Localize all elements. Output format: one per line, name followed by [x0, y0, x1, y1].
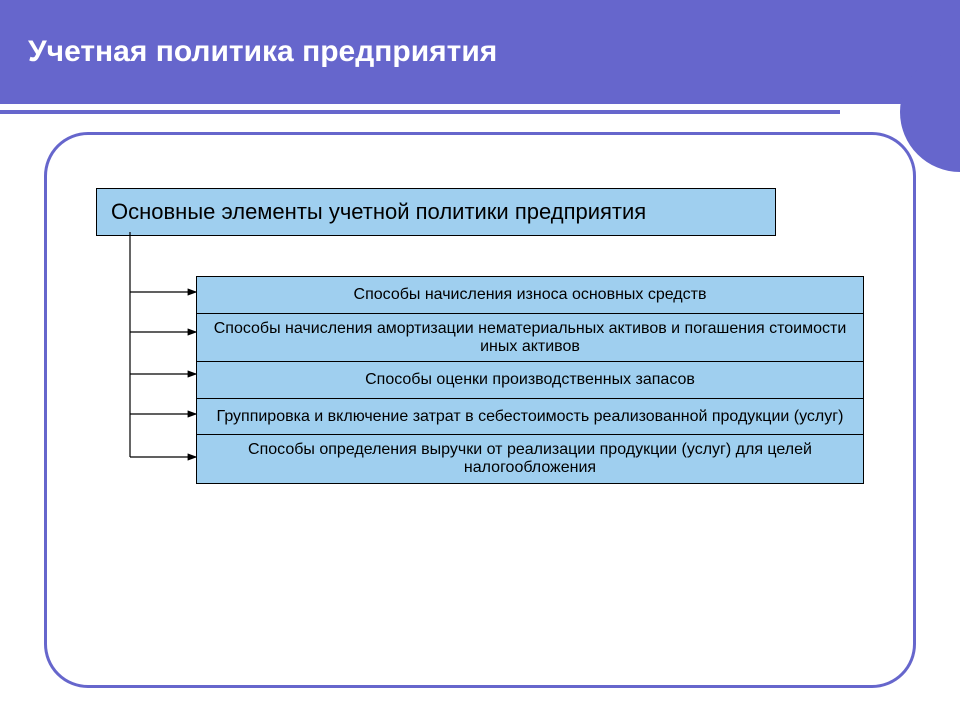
diagram-content: Основные элементы учетной политики предп… — [96, 188, 876, 484]
diagram-item: Группировка и включение затрат в себесто… — [196, 398, 864, 436]
slide-title: Учетная политика предприятия — [28, 35, 497, 69]
header-underline — [0, 110, 840, 114]
diagram-item-stack: Способы начисления износа основных средс… — [196, 276, 864, 484]
diagram-root-box: Основные элементы учетной политики предп… — [96, 188, 776, 236]
slide-header: Учетная политика предприятия — [0, 0, 960, 104]
diagram-item: Способы начисления амортизации нематериа… — [196, 313, 864, 363]
diagram-item: Способы оценки производственных запасов — [196, 361, 864, 399]
diagram-item: Способы определения выручки от реализаци… — [196, 434, 864, 484]
diagram-item: Способы начисления износа основных средс… — [196, 276, 864, 314]
